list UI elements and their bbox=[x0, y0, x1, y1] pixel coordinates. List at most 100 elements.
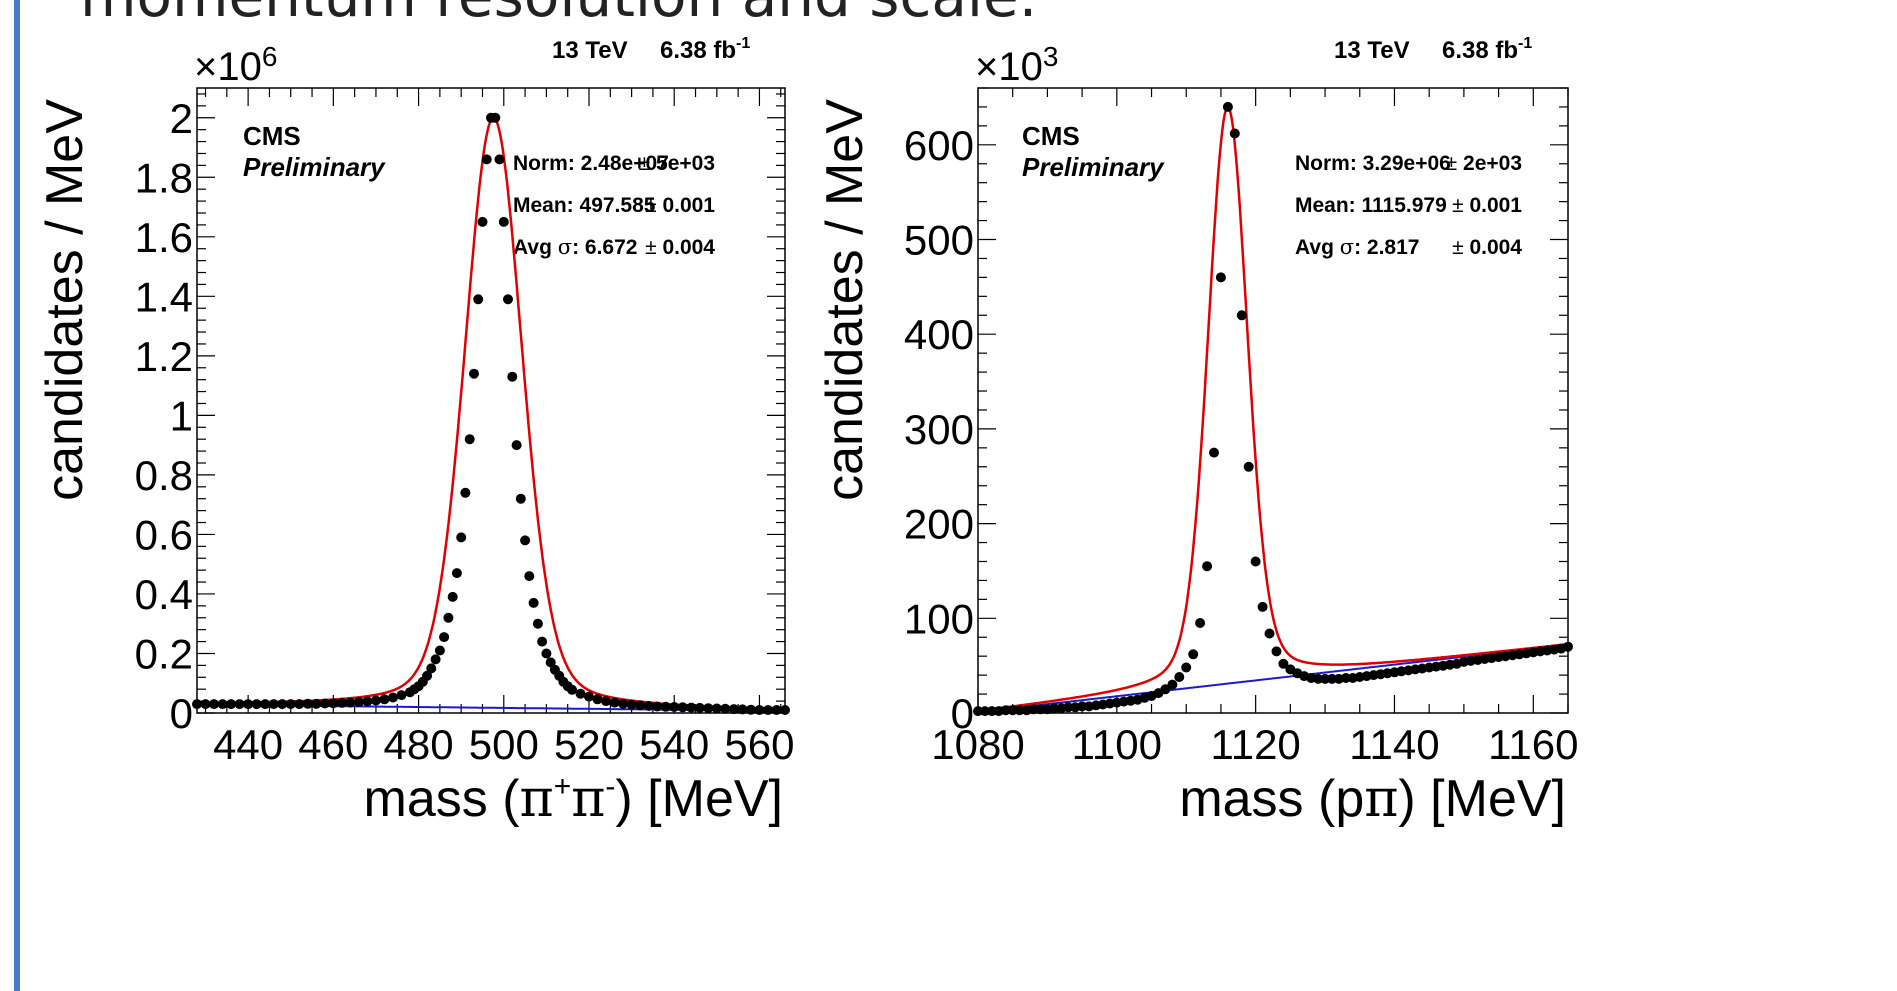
data-point bbox=[745, 704, 756, 715]
data-point bbox=[584, 691, 594, 702]
data-point bbox=[1313, 673, 1324, 684]
data-point bbox=[694, 702, 705, 713]
y-tick-label: 1.4 bbox=[135, 273, 193, 320]
data-point bbox=[285, 699, 296, 710]
data-point bbox=[362, 696, 373, 707]
y-tick-label: 1.8 bbox=[135, 154, 193, 201]
data-point bbox=[209, 699, 219, 710]
x-tick-label: 460 bbox=[298, 721, 368, 768]
data-point bbox=[1257, 601, 1268, 612]
data-point bbox=[1278, 658, 1289, 669]
y-tick-label: 600 bbox=[904, 122, 974, 169]
data-point bbox=[979, 706, 990, 717]
x-tick-label: 440 bbox=[213, 721, 283, 768]
x-axis-title: mass (π+π-) [MeV] bbox=[364, 769, 783, 829]
data-point bbox=[311, 698, 322, 709]
x-tick-label: 1120 bbox=[1210, 721, 1300, 768]
data-point bbox=[200, 699, 211, 710]
y-axis-title: candidates / MeV bbox=[36, 99, 94, 501]
data-point bbox=[771, 705, 782, 715]
data-point bbox=[371, 695, 381, 706]
data-point bbox=[498, 216, 509, 227]
data-point bbox=[1320, 673, 1331, 684]
data-point bbox=[507, 371, 518, 382]
data-point bbox=[494, 154, 505, 165]
data-point bbox=[226, 699, 237, 710]
y-tick-label: 400 bbox=[904, 311, 974, 358]
fit-result-error: ± 2e+03 bbox=[1446, 152, 1522, 175]
y-tick-label: 200 bbox=[904, 501, 974, 548]
lumi-label: 6.38 fb-1 bbox=[660, 35, 750, 64]
data-point bbox=[1063, 702, 1074, 713]
data-point bbox=[528, 597, 539, 608]
data-point bbox=[524, 571, 535, 582]
data-point bbox=[430, 654, 441, 665]
fit-result-label: Norm: 2.48e+07 bbox=[513, 152, 669, 175]
data-point bbox=[353, 697, 364, 707]
cms-label: CMS bbox=[243, 121, 301, 151]
data-point bbox=[379, 694, 390, 705]
data-point bbox=[234, 699, 245, 710]
plot-frame bbox=[977, 87, 1569, 714]
data-point bbox=[490, 112, 501, 123]
data-point bbox=[545, 657, 556, 668]
data-point bbox=[1271, 646, 1282, 657]
data-point bbox=[1209, 447, 1219, 458]
y-tick-label: 0 bbox=[170, 690, 193, 737]
data-point bbox=[294, 699, 305, 710]
data-point bbox=[652, 701, 663, 712]
data-point bbox=[319, 698, 330, 709]
fit-result-label: Mean: 497.585 bbox=[513, 194, 656, 217]
y-tick-label: 1.2 bbox=[135, 333, 193, 380]
total-fit-curve bbox=[977, 105, 1569, 713]
data-point bbox=[592, 694, 603, 705]
cms-label: CMS bbox=[1022, 121, 1080, 151]
data-point bbox=[1028, 704, 1039, 715]
data-point bbox=[396, 690, 407, 701]
data-point bbox=[618, 698, 629, 709]
fit-result-label: Norm: 3.29e+06 bbox=[1295, 152, 1451, 175]
y-tick-label: 0.4 bbox=[135, 571, 193, 618]
y-tick-label: 0.2 bbox=[135, 630, 193, 677]
data-point bbox=[277, 699, 288, 710]
data-point bbox=[1160, 684, 1171, 695]
data-point bbox=[1264, 628, 1275, 639]
data-point bbox=[567, 684, 577, 695]
data-point bbox=[626, 699, 637, 710]
data-point bbox=[469, 368, 479, 379]
data-point bbox=[426, 663, 437, 674]
data-point bbox=[345, 697, 356, 708]
data-point bbox=[669, 702, 680, 712]
data-point bbox=[328, 698, 339, 709]
y-tick-label: 100 bbox=[904, 595, 974, 642]
data-point bbox=[1181, 662, 1192, 673]
data-point bbox=[780, 705, 790, 715]
data-point bbox=[1202, 561, 1213, 572]
data-point bbox=[1000, 705, 1011, 716]
data-point bbox=[192, 699, 202, 710]
y-tick-label: 0.8 bbox=[135, 452, 193, 499]
data-point bbox=[243, 699, 254, 710]
data-point bbox=[1215, 272, 1226, 283]
data-point bbox=[439, 632, 450, 643]
data-point bbox=[473, 294, 484, 305]
data-point bbox=[1014, 705, 1025, 716]
data-point bbox=[520, 535, 531, 546]
plot-frame bbox=[196, 87, 786, 714]
data-point bbox=[434, 645, 445, 656]
data-point bbox=[660, 701, 671, 712]
data-point bbox=[754, 705, 765, 715]
data-point bbox=[1167, 679, 1178, 690]
x-tick-label: 560 bbox=[724, 721, 794, 768]
fit-result-label: Mean: 1115.979 bbox=[1295, 194, 1447, 217]
y-tick-label: 0 bbox=[951, 690, 974, 737]
x-tick-label: 1140 bbox=[1349, 721, 1439, 768]
slide-accent-bar bbox=[14, 0, 20, 991]
data-point bbox=[1563, 641, 1573, 652]
kshort-mass-plot: 0 0.2 0.4 0.6 0.8 1 1.2 1.4 1.6 1.8 2 440 460 480 500 5… bbox=[36, 35, 794, 829]
fit-result-error: ± 5e+03 bbox=[639, 152, 715, 175]
data-point bbox=[511, 440, 522, 451]
data-point bbox=[456, 532, 467, 543]
data-point bbox=[1243, 461, 1254, 472]
